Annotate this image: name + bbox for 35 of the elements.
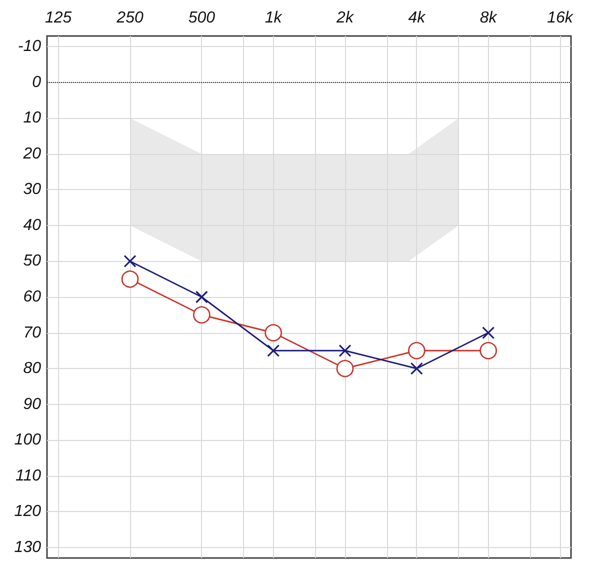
y-tick-label: 60 <box>23 288 42 306</box>
point <box>264 324 282 342</box>
y-tick-label: 10 <box>23 110 42 127</box>
x-tick-label: 2k <box>336 10 354 26</box>
y-tick-label: 120 <box>14 503 42 520</box>
y-tick-label: 40 <box>23 216 42 234</box>
point <box>480 342 498 360</box>
x-tick-label: 4k <box>408 10 426 26</box>
y-tick-label: 30 <box>23 181 42 198</box>
point <box>482 326 495 340</box>
point <box>195 290 208 304</box>
point <box>267 344 280 357</box>
point <box>338 344 352 357</box>
point <box>408 342 426 360</box>
point <box>124 254 136 268</box>
point <box>336 360 354 378</box>
x-tick-label: 250 <box>116 10 144 26</box>
y-tick-label: 100 <box>14 432 42 449</box>
point <box>192 306 210 324</box>
x-tick-label: 500 <box>188 10 216 26</box>
x-tick-label: 1k <box>264 10 283 26</box>
y-tick-label: -10 <box>18 38 42 56</box>
y-tick-label: 70 <box>23 324 42 342</box>
x-tick-label: 125 <box>45 10 72 26</box>
y-tick-label: 110 <box>15 467 42 484</box>
y-tick-label: 50 <box>23 252 42 270</box>
y-tick-label: 20 <box>22 145 42 162</box>
x-tick-label: 8k <box>480 10 498 26</box>
point <box>121 270 139 288</box>
x-tick-label: 16k <box>547 10 574 26</box>
y-tick-label: 130 <box>14 538 42 556</box>
y-tick-label: 80 <box>23 360 42 378</box>
y-tick-label: 90 <box>23 396 42 413</box>
point <box>410 362 423 375</box>
y-tick-label: 0 <box>32 74 42 91</box>
